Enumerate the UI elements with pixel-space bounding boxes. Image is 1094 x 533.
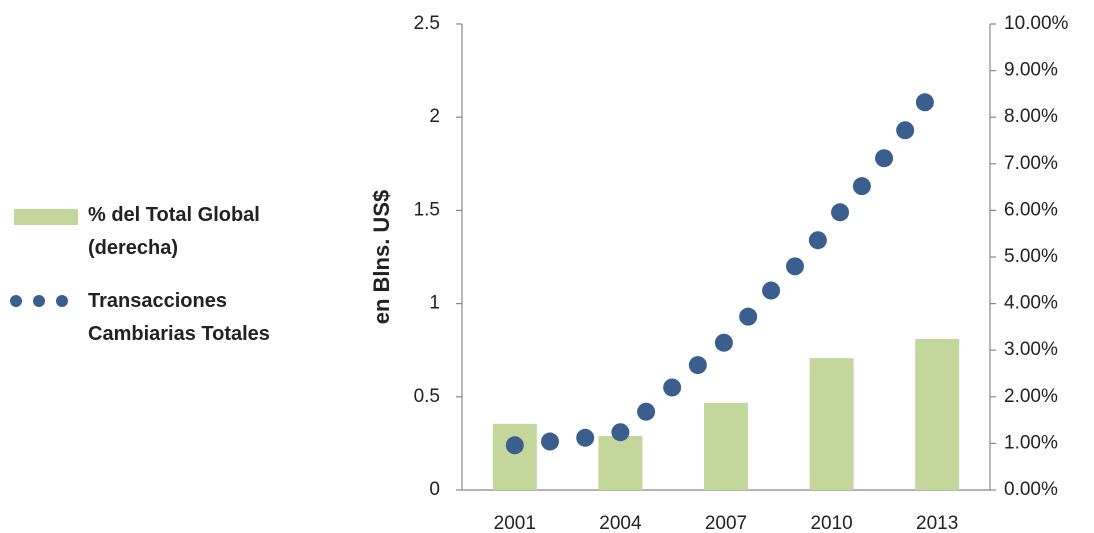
y2-tick-label: 1.00% [1004,432,1058,453]
dot [663,378,682,397]
bar [492,423,537,490]
bar [809,358,854,490]
dot [576,428,595,447]
dot [505,436,524,455]
legend-swatch-dot [33,295,45,307]
y-tick-label: 0 [429,479,440,500]
y-tick-label: 0.5 [414,386,440,407]
bar [704,402,748,490]
y-tick-label: 1.5 [414,199,440,220]
y-axis-label: en Blns. US$ [369,190,394,324]
x-tick-label: 2004 [599,513,642,533]
y2-tick-label: 9.00% [1004,60,1058,81]
dot [637,402,656,421]
y2-tick-label: 6.00% [1004,199,1058,220]
y-tick-label: 2 [429,106,440,127]
legend-swatch-dot [56,295,68,307]
y2-tick-label: 2.00% [1004,386,1058,407]
dot [808,231,827,250]
dot [688,356,707,375]
y2-tick-label: 5.00% [1004,246,1058,267]
y2-tick-label: 0.00% [1004,479,1058,500]
dot [785,257,804,276]
dot [611,423,630,442]
bar [598,435,643,490]
dot [541,432,559,451]
y2-tick-label: 4.00% [1004,293,1058,314]
y-tick-label: 2.5 [414,13,440,34]
dot [714,333,733,352]
y2-tick-label: 7.00% [1004,153,1058,174]
legend-entry: Transacciones Cambiarias Totales [88,290,270,345]
dot [852,177,871,196]
y-tick-label: 1 [429,293,440,314]
x-tick-label: 2013 [916,513,958,533]
dot [875,149,894,168]
x-tick-label: 2010 [810,513,852,533]
dot [915,93,934,112]
bar [915,339,960,490]
legend-entry: % del Total Global (derecha) [88,204,260,259]
dot [762,281,781,300]
y2-tick-label: 3.00% [1004,339,1058,360]
y2-tick-label: 10.00% [1004,13,1069,34]
y2-tick-label: 8.00% [1004,106,1058,127]
x-tick-label: 2007 [705,513,747,533]
legend-swatch-dot [10,295,22,307]
x-tick-label: 2001 [494,513,536,533]
dot [896,121,915,140]
legend-swatch-bar [14,209,78,225]
dot [739,307,758,326]
dot [831,203,850,222]
